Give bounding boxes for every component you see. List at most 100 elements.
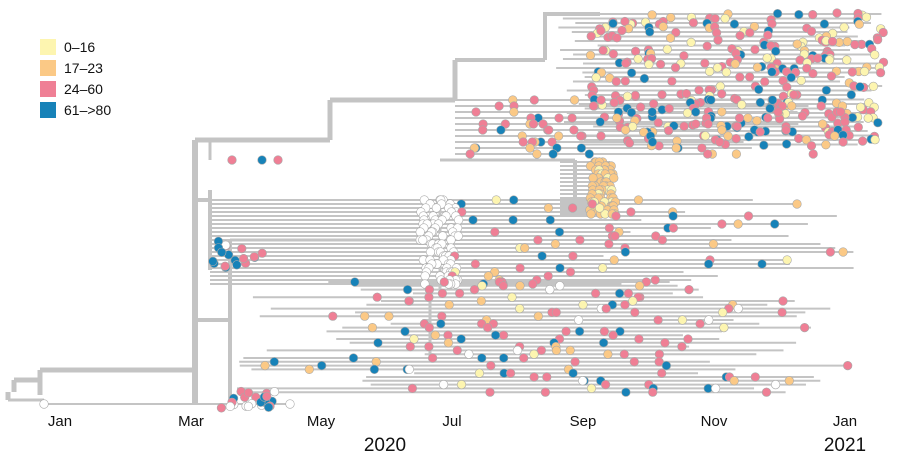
tip-node: [655, 59, 666, 69]
tip-node: [702, 41, 712, 51]
tip-node: [854, 19, 864, 29]
tip-node: [683, 334, 693, 344]
tip-node: [586, 31, 596, 41]
tip-node: [744, 132, 754, 142]
tip-node: [781, 139, 792, 149]
tip-node: [424, 292, 434, 302]
tip-node: [437, 288, 448, 299]
year-label-2020: 2020: [363, 435, 407, 456]
tip-node: [732, 121, 742, 131]
tip-node: [653, 315, 663, 325]
tip-node: [439, 277, 449, 287]
tip-node: [731, 134, 741, 144]
tip-node: [745, 28, 755, 38]
tip-node: [745, 72, 755, 82]
tip-node: [611, 211, 621, 221]
tip-node: [792, 199, 802, 209]
tip-node: [456, 380, 467, 390]
tip-node: [551, 307, 561, 318]
tip-node: [609, 173, 619, 183]
tip-node: [269, 387, 280, 397]
tip-node: [654, 357, 664, 367]
tip-node: [544, 125, 554, 135]
tip-node: [873, 35, 883, 45]
tip-node: [515, 263, 525, 273]
tip-node: [269, 357, 279, 367]
tip-node: [588, 101, 599, 111]
tip-node: [621, 387, 631, 397]
tip-node: [483, 323, 493, 333]
tip-node: [596, 26, 606, 36]
tip-node: [665, 33, 676, 43]
tip-node: [824, 55, 835, 65]
tip-node: [644, 59, 654, 70]
tip-node: [630, 307, 640, 318]
tip-node: [771, 46, 781, 56]
tip-node: [520, 243, 530, 253]
tip-node: [767, 67, 777, 77]
tip-node: [761, 387, 772, 397]
tip-node: [574, 326, 585, 337]
tip-node: [702, 149, 713, 159]
tip-node: [568, 251, 578, 261]
tip-node: [620, 76, 630, 86]
tip-node: [39, 399, 49, 409]
tip-node: [691, 107, 701, 117]
tip-node: [594, 203, 605, 213]
tip-node: [671, 143, 681, 153]
tip-node: [651, 231, 661, 241]
tip-node: [664, 103, 674, 114]
tip-node: [509, 107, 519, 117]
tip-node: [578, 376, 588, 386]
tip-node: [456, 334, 466, 344]
tip-node: [491, 330, 501, 340]
tip-node: [431, 203, 442, 213]
tip-node: [537, 251, 547, 261]
tip-node: [598, 45, 608, 56]
tip-node: [679, 121, 689, 131]
tip-node: [786, 72, 796, 83]
tip-node: [666, 13, 676, 23]
tip-node: [550, 239, 561, 249]
tip-node: [216, 403, 226, 413]
tip-node: [843, 361, 853, 371]
tip-node: [789, 90, 799, 100]
tip-node: [819, 19, 830, 29]
tip-node: [781, 125, 791, 135]
tip-node: [663, 126, 674, 136]
tip-node: [808, 149, 818, 159]
tip-node: [787, 101, 797, 111]
tip-node: [407, 383, 418, 394]
tip-node: [439, 380, 449, 390]
tip-node: [409, 334, 419, 344]
tip-node: [477, 353, 487, 363]
tip-node: [778, 296, 788, 306]
tip-node: [498, 281, 508, 291]
tip-node: [763, 30, 773, 40]
tip-node: [491, 195, 501, 205]
tip-node: [220, 261, 230, 271]
legend-item-24-60: 24–60: [40, 78, 111, 99]
tip-node: [285, 399, 295, 409]
legend-swatch-17-23: [40, 59, 56, 76]
month-label-jan-2021: Jan: [832, 413, 858, 430]
tip-node: [812, 53, 823, 63]
age-group-legend: 0–16 17–23 24–60 61–>80: [40, 36, 111, 120]
tip-node: [584, 149, 594, 159]
tip-node: [567, 113, 577, 123]
tip-node: [767, 95, 778, 105]
tip-node: [529, 95, 539, 105]
tip-node: [838, 137, 848, 147]
tip-node: [720, 13, 730, 24]
tip-node: [735, 72, 745, 82]
tip-node: [770, 219, 780, 229]
tip-node: [257, 248, 267, 258]
legend-swatch-24-60: [40, 80, 56, 97]
tip-node: [470, 259, 481, 269]
tip-node: [232, 260, 242, 270]
tip-node: [770, 380, 781, 390]
tip-node: [608, 49, 619, 59]
tip-node: [586, 383, 597, 394]
tip-node: [428, 353, 438, 363]
tip-node: [454, 215, 464, 225]
